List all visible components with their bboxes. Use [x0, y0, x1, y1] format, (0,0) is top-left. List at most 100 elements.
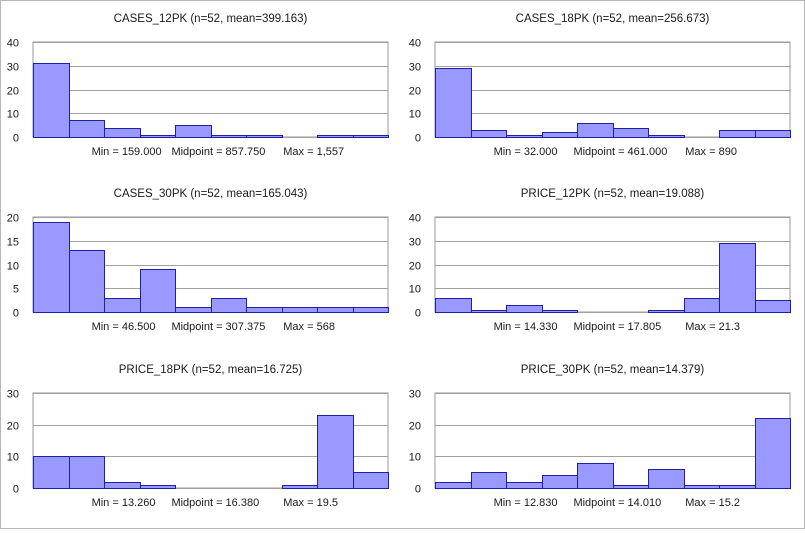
y-tick-label: 10: [409, 452, 421, 464]
max-label: Max = 1,557: [283, 146, 344, 158]
histogram-bar: [246, 135, 283, 138]
histogram-bar: [104, 128, 141, 138]
histogram-bar: [140, 485, 176, 489]
histogram-bar: [33, 222, 70, 313]
y-tick-label: 10: [7, 452, 19, 464]
max-label: Max = 568: [283, 321, 335, 333]
histogram-bar: [755, 418, 791, 489]
max-label: Max = 15.2: [685, 497, 740, 509]
midpoint-label: Midpoint = 461.000: [573, 146, 667, 158]
y-tick-label: 20: [7, 86, 19, 98]
histogram-bar: [175, 307, 212, 313]
histogram-bar: [648, 469, 685, 489]
min-label: Min = 32.000: [494, 146, 558, 158]
histogram-bar: [353, 307, 389, 313]
histogram-bar: [471, 130, 507, 138]
histogram-bar: [506, 482, 543, 489]
y-tick-label: 40: [409, 213, 421, 225]
y-tick-label: 0: [415, 484, 421, 496]
y-tick-label: 0: [13, 308, 19, 320]
chart-title: PRICE_18PK (n=52, mean=16.725): [119, 364, 303, 376]
histogram-chart: CASES_18PK (n=52, mean=256.673) 0 10 20 30 40…: [409, 13, 791, 158]
y-tick-label: 20: [409, 86, 421, 98]
histogram-bar: [435, 482, 472, 489]
y-tick-label: 10: [7, 261, 19, 273]
y-tick-label: 30: [7, 62, 19, 74]
chart-title: CASES_18PK (n=52, mean=256.673): [516, 13, 710, 25]
y-tick-label: 30: [409, 237, 421, 249]
histogram-bar: [648, 310, 685, 313]
histogram-bar: [719, 130, 756, 138]
max-label: Max = 890: [685, 146, 737, 158]
histogram-bar: [140, 269, 176, 313]
histogram-bar: [506, 135, 543, 138]
histogram-bar: [506, 305, 543, 313]
y-tick-label: 0: [415, 308, 421, 320]
histogram-bar: [353, 472, 389, 489]
histogram-bar: [719, 485, 756, 489]
histogram-bar: [211, 135, 247, 138]
y-tick-label: 0: [13, 133, 19, 145]
midpoint-label: Midpoint = 14.010: [573, 497, 661, 509]
plot-area: [434, 41, 791, 138]
histogram-bar: [317, 307, 354, 313]
histogram-bar: [719, 243, 756, 313]
histogram-bar: [69, 456, 105, 489]
y-tick-label: 30: [409, 62, 421, 74]
histogram-bar: [613, 485, 649, 489]
midpoint-label: Midpoint = 16.380: [171, 497, 259, 509]
y-tick-label: 10: [409, 284, 421, 296]
y-tick-label: 0: [13, 484, 19, 496]
histogram-bar: [246, 307, 283, 313]
histogram-bar: [471, 310, 507, 313]
histogram-bar: [104, 298, 141, 313]
y-tick-label: 15: [7, 237, 19, 249]
histogram-bar: [755, 130, 791, 138]
histogram-bar: [282, 485, 318, 489]
histogram-bar: [648, 135, 685, 138]
histogram-bar: [69, 120, 105, 138]
min-label: Min = 46.500: [92, 321, 156, 333]
histogram-bar: [755, 300, 791, 313]
y-tick-label: 40: [7, 38, 19, 50]
histogram-bar: [282, 307, 318, 313]
histogram-bar: [33, 63, 70, 138]
y-tick-label: 5: [13, 284, 19, 296]
histogram-bar: [69, 250, 105, 313]
histogram-bar: [104, 482, 141, 489]
y-tick-label: 0: [415, 133, 421, 145]
histogram-chart: CASES_12PK (n=52, mean=399.163) 0 10 20 30 40…: [7, 13, 389, 158]
histogram-chart: PRICE_30PK (n=52, mean=14.379) 0 10 20 30 Min…: [409, 364, 791, 509]
histogram-chart: PRICE_18PK (n=52, mean=16.725) 0 10 20 30 Min…: [7, 364, 389, 509]
histogram-bar: [542, 475, 578, 489]
histogram-bar: [435, 68, 472, 138]
histogram-bar: [577, 123, 614, 138]
y-tick-label: 20: [409, 421, 421, 433]
y-tick-label: 40: [409, 38, 421, 50]
y-tick-label: 20: [7, 213, 19, 225]
histogram-bar: [175, 125, 212, 138]
histogram-bar: [684, 485, 720, 489]
y-tick-label: 10: [7, 109, 19, 121]
midpoint-label: Midpoint = 17.805: [573, 321, 661, 333]
y-tick-label: 30: [7, 389, 19, 401]
max-label: Max = 21.3: [685, 321, 740, 333]
min-label: Min = 14.330: [494, 321, 558, 333]
histogram-bar: [542, 132, 578, 138]
histogram-bar: [471, 472, 507, 489]
y-tick-label: 20: [7, 421, 19, 433]
y-tick-label: 30: [409, 389, 421, 401]
midpoint-label: Midpoint = 307.375: [171, 321, 265, 333]
histogram-bar: [684, 298, 720, 313]
histogram-bar: [317, 135, 354, 138]
histogram-bar: [353, 135, 389, 138]
histogram-bar: [211, 298, 247, 313]
histogram-bar: [613, 128, 649, 138]
histogram-chart: CASES_30PK (n=52, mean=165.043) 0 5 10 15 20 M…: [7, 188, 389, 333]
min-label: Min = 13.260: [92, 497, 156, 509]
chart-title: PRICE_30PK (n=52, mean=14.379): [521, 364, 705, 376]
histogram-bar: [317, 415, 354, 489]
chart-title: CASES_12PK (n=52, mean=399.163): [114, 13, 308, 25]
